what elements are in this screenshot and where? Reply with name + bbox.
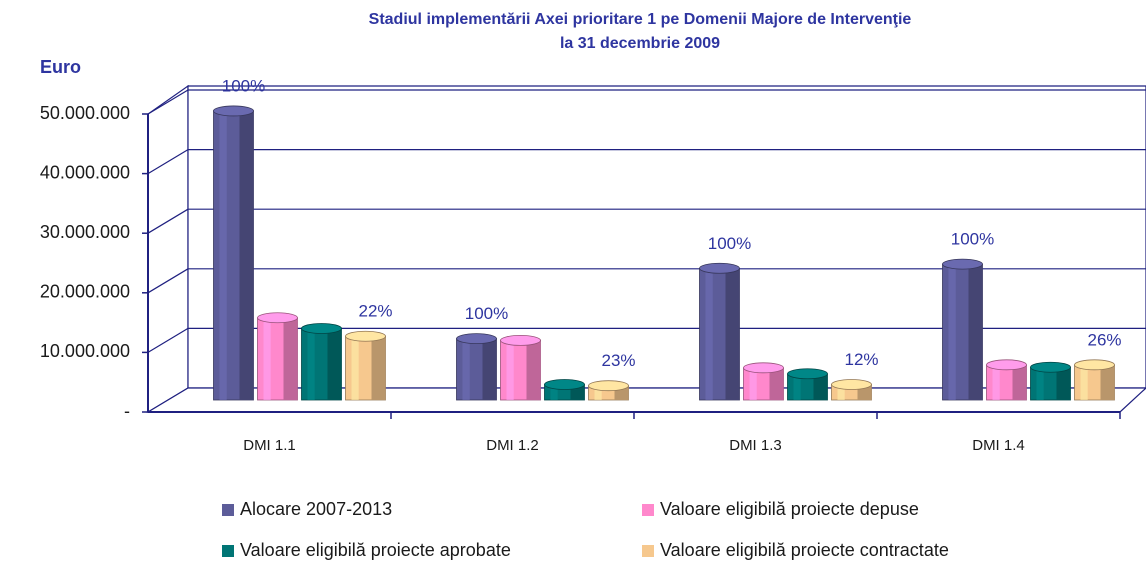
bar-cap [743, 362, 784, 374]
grid-line [147, 208, 189, 234]
bar-cap [1030, 361, 1071, 373]
bar-cap [213, 105, 254, 117]
bar-highlight [506, 340, 514, 400]
bar-highlight [351, 336, 359, 400]
grid-line [147, 327, 189, 353]
bar-shade [813, 373, 828, 400]
bar-highlight [263, 317, 271, 400]
bar-shade [327, 328, 342, 400]
legend-swatch [642, 504, 654, 516]
x-tick-label: DMI 1.4 [972, 437, 1025, 454]
legend-swatch [642, 545, 654, 557]
bar-highlight [307, 328, 315, 400]
bar-cap [345, 330, 386, 342]
bar-highlight [793, 373, 801, 400]
bar-cap [257, 312, 298, 324]
legend-swatch [222, 504, 234, 516]
bar-highlight [948, 264, 956, 400]
bar-cap [588, 380, 629, 392]
bar-cap [699, 262, 740, 274]
y-tick-label: 20.000.000 [40, 282, 130, 302]
bar-cap [301, 323, 342, 334]
legend-label: Valoare eligibilă proiecte aprobate [240, 540, 511, 560]
bar-highlight [550, 384, 558, 400]
bar-highlight [837, 384, 845, 400]
bar-cap [831, 379, 872, 390]
bar-shade [283, 317, 298, 400]
bar-shade [239, 110, 254, 400]
y-tick-label: - [124, 401, 130, 421]
data-label: 100% [465, 304, 508, 323]
y-tick-label: 10.000.000 [40, 341, 130, 361]
grid-line [147, 149, 189, 175]
grid-line [147, 89, 189, 115]
bar-highlight [749, 367, 757, 400]
y-tick-label: 40.000.000 [40, 162, 130, 182]
legend-label: Alocare 2007-2013 [240, 499, 392, 519]
bar-cap [500, 334, 541, 346]
data-label: 100% [222, 76, 265, 95]
x-tick-label: DMI 1.1 [243, 437, 296, 454]
x-tick-label: DMI 1.3 [729, 437, 782, 454]
bar-shade [968, 264, 983, 400]
bar-shade [1056, 367, 1071, 400]
bar-highlight [594, 385, 602, 400]
bar-cap [456, 333, 497, 345]
bar-highlight [992, 364, 1000, 400]
bar-highlight [219, 110, 227, 400]
data-label: 100% [951, 230, 994, 249]
x-tick-label: DMI 1.2 [486, 437, 539, 454]
bar-shade [1012, 364, 1027, 400]
grid-line [147, 268, 189, 294]
legend-swatch [222, 545, 234, 557]
data-label: 23% [601, 351, 635, 370]
legend-label: Valoare eligibilă proiecte contractate [660, 540, 949, 560]
chart-subtitle: la 31 decembrie 2009 [560, 35, 720, 52]
data-label: 22% [358, 302, 392, 321]
bar-highlight [1080, 364, 1088, 400]
bar-shade [526, 340, 541, 400]
data-label: 12% [844, 350, 878, 369]
left-wall [147, 84, 189, 414]
chart-title: Stadiul implementării Axei prioritare 1 … [369, 11, 912, 28]
bar-highlight [1036, 367, 1044, 400]
y-axis-label: Euro [40, 57, 81, 77]
bar-cap [986, 359, 1027, 371]
bar-highlight [705, 268, 713, 400]
y-tick-label: 50.000.000 [40, 103, 130, 123]
bar-shade [769, 367, 784, 400]
bar-cap [942, 258, 983, 270]
bar-shade [482, 338, 497, 400]
bar-cap [787, 368, 828, 380]
bar-highlight [462, 338, 470, 400]
bar-shade [1100, 364, 1115, 400]
bar-cap [1074, 359, 1115, 371]
data-label: 100% [708, 234, 751, 253]
legend-label: Valoare eligibilă proiecte depuse [660, 499, 919, 519]
bar-cap [544, 379, 585, 390]
bar-shade [371, 336, 386, 400]
bar-shade [725, 268, 740, 400]
y-tick-label: 30.000.000 [40, 222, 130, 242]
data-label: 26% [1087, 330, 1121, 349]
